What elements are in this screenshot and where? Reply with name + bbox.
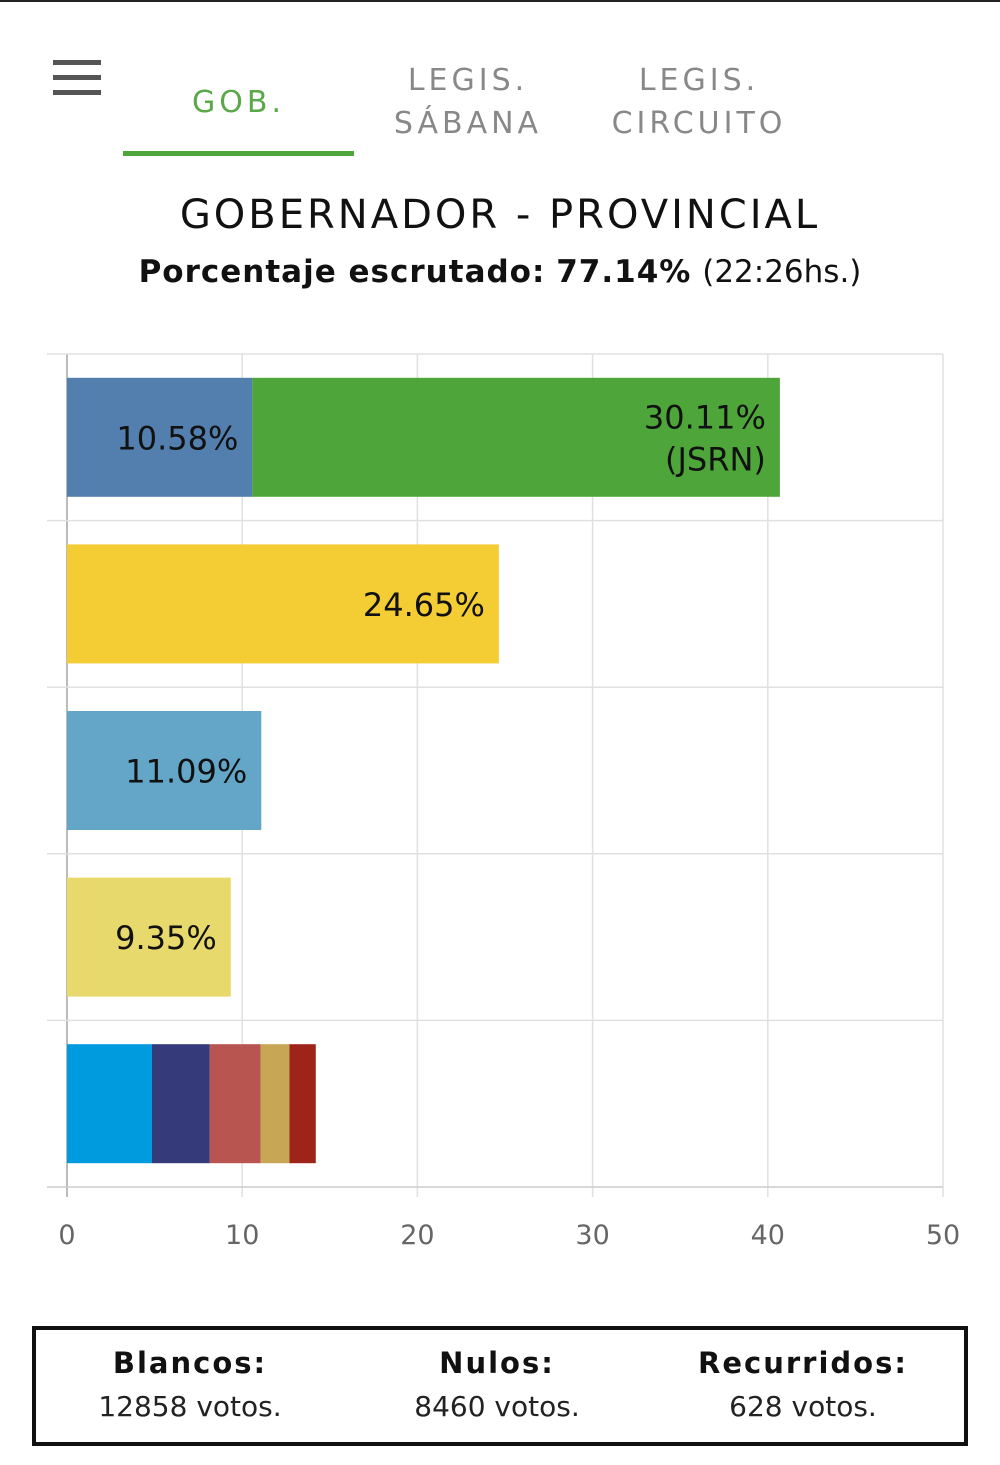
bar-segment [67,877,231,997]
tab-legis-sabana[interactable]: LEGIS. SÁBANA [393,63,543,141]
totals-recurridos-label: Recurridos: [698,1346,908,1380]
bar-segment [151,1044,210,1164]
bar-data-label: 10.58% [116,419,238,457]
x-tick-label: 0 [58,1220,75,1251]
results-chart: 0 10 20 30 40 50 10.58% 30.11% (JSRN) 24.65% 11.09… [47,353,960,1251]
progress-time: (22:26hs.) [702,254,862,290]
x-tick-label: 40 [751,1220,785,1251]
bar-segment [67,377,253,497]
bar-segment [209,1044,261,1164]
bar-segment [252,377,780,497]
bar-segment [289,1044,316,1164]
bar-data-label: 11.09% [125,753,247,791]
bar-segment [67,711,262,830]
scrutiny-progress: Porcentaje escrutado: 77.14% (22:26hs.) [0,254,1000,290]
totals-blancos-value: 12858 votos. [98,1390,282,1423]
bar-data-label: 9.35% [115,919,217,957]
bar-data-label: 30.11% (JSRN) [644,398,766,478]
progress-label: Porcentaje escrutado: [138,254,546,290]
totals-recurridos: Recurridos: 628 votos. [653,1346,953,1423]
bar-data-label: 24.65% [363,586,485,624]
x-tick-label: 20 [400,1220,434,1251]
tab-gobernador[interactable]: GOB. [123,50,354,156]
bar-segment [260,1044,290,1164]
vote-totals-box: Blancos: 12858 votos. Nulos: 8460 votos.… [32,1326,968,1446]
bar-segment [67,1044,152,1164]
page-title: GOBERNADOR - PROVINCIAL [179,192,821,238]
menu-icon[interactable] [53,60,101,96]
totals-recurridos-value: 628 votos. [729,1390,877,1423]
x-tick-label: 50 [926,1220,960,1251]
x-tick-label: 30 [575,1220,609,1251]
totals-nulos: Nulos: 8460 votos. [347,1346,647,1423]
totals-blancos: Blancos: 12858 votos. [40,1346,340,1423]
totals-nulos-label: Nulos: [439,1346,555,1380]
progress-value: 77.14% [556,254,692,290]
tab-legis-circuito[interactable]: LEGIS. CIRCUITO [611,63,787,141]
totals-blancos-label: Blancos: [112,1346,268,1380]
bar-segment [67,544,499,664]
x-tick-label: 10 [225,1220,259,1251]
totals-nulos-value: 8460 votos. [414,1390,580,1423]
